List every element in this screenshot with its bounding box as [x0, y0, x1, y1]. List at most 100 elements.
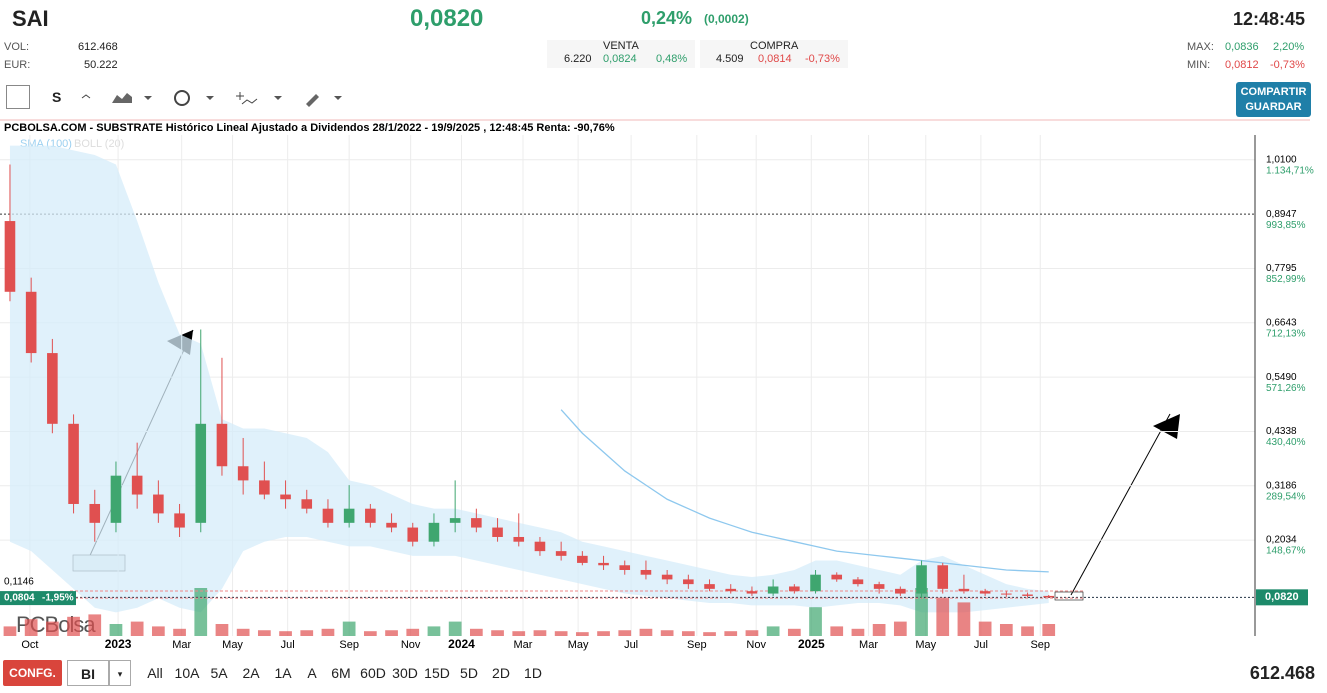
y-tick-label: 0,4338 [1266, 426, 1297, 437]
volume-bar [766, 626, 780, 636]
y-tick-label: 1,0100 [1266, 154, 1297, 165]
candle-body [89, 503, 101, 523]
volume-bar [681, 631, 695, 636]
candle-body [810, 574, 821, 592]
candle-body [195, 423, 207, 523]
candle-body [110, 475, 122, 523]
sidebar-toggle[interactable] [6, 85, 30, 109]
candle-body [47, 353, 58, 424]
range-button[interactable]: 5A [210, 665, 228, 681]
y-tick-return: 148,67% [1266, 546, 1306, 557]
indicator: BOLL (20) [74, 138, 124, 150]
volume-bar [130, 621, 144, 636]
candle-body [916, 565, 927, 594]
volume-bar [406, 628, 420, 636]
volume-bar [872, 624, 886, 636]
volume-bar [491, 630, 504, 636]
candle-body [492, 527, 503, 537]
change-abs: (0,0002) [704, 12, 749, 26]
y-tick-return: 712,13% [1266, 328, 1306, 339]
range-button[interactable]: A [307, 665, 317, 681]
range-button[interactable]: All [147, 665, 163, 681]
label: COMPRA [750, 40, 799, 52]
candle-body [25, 291, 37, 354]
value: 612.468 [78, 41, 118, 53]
mode-select[interactable]: BI [67, 660, 109, 686]
volume-bar [597, 631, 610, 636]
volume-bar [957, 602, 971, 636]
candle-body [513, 536, 525, 542]
volume-bar [703, 632, 716, 636]
volume-bar [915, 588, 928, 636]
candle-body [746, 591, 758, 594]
volume-bar [639, 628, 653, 636]
volume-bar [533, 630, 547, 636]
y-tick-return: 430,40% [1266, 437, 1306, 448]
candle-body [661, 574, 673, 580]
candle-body [640, 569, 652, 575]
volume-bar [660, 630, 674, 636]
x-tick-label: Sep [687, 639, 707, 651]
value: 0,0812 [1225, 59, 1259, 71]
period-select[interactable]: S [52, 89, 62, 105]
y-tick-label: 0,6643 [1266, 317, 1297, 328]
y-tick-label: 0,8947 [1266, 209, 1297, 220]
symbol: SAI [12, 6, 49, 31]
marker-tag [0, 591, 76, 606]
marker-label: 0,1146 [4, 577, 34, 588]
candle-body [4, 221, 16, 292]
range-button[interactable]: 5D [460, 665, 478, 681]
volume-bar [279, 631, 292, 636]
mode-dropdown[interactable]: ▾ [109, 660, 131, 686]
range-button[interactable]: 1D [524, 665, 542, 681]
change-pct: 0,24% [641, 8, 693, 28]
candle-body [534, 541, 546, 552]
candle-body [1001, 593, 1012, 595]
candle-body [471, 518, 482, 528]
candle-body [343, 508, 355, 523]
range-button[interactable]: 30D [392, 665, 418, 681]
sma-line [560, 409, 1049, 573]
candle-body [789, 586, 800, 592]
volume-bar [151, 626, 165, 636]
volume-bar [554, 631, 568, 636]
range-button[interactable]: 1A [274, 665, 292, 681]
x-tick-label: Sep [339, 639, 359, 651]
y-tick-label: 0,7795 [1266, 263, 1297, 274]
volume-bar [999, 624, 1013, 636]
candle-body [937, 565, 949, 589]
range-button[interactable]: 2A [242, 665, 260, 681]
volume-bar [618, 630, 632, 636]
value: 0,0836 [1225, 41, 1259, 53]
candle-body [683, 579, 694, 585]
toolbar-icons[interactable] [78, 86, 348, 110]
volume-bar [936, 597, 950, 636]
y-tick-label: 0,5490 [1266, 372, 1297, 383]
candle-body [131, 475, 143, 495]
volume-bar [236, 628, 250, 636]
range-button[interactable]: 15D [424, 665, 450, 681]
volume-bar [46, 621, 59, 636]
range-button[interactable]: 60D [360, 665, 386, 681]
compra-box [700, 40, 848, 68]
range-button[interactable]: 10A [174, 665, 200, 681]
volume-bar [342, 621, 356, 636]
value: 0,48% [656, 53, 688, 65]
volume-total: 612.468 [1249, 663, 1315, 683]
range-button[interactable]: 2D [492, 665, 510, 681]
volume-bar [851, 628, 865, 636]
marker-label: 0,0804 [4, 593, 35, 604]
y-tick-return: 993,85% [1266, 220, 1306, 231]
volume-bar [809, 607, 822, 636]
share-button[interactable]: COMPARTIR GUARDAR [1236, 82, 1311, 117]
range-button[interactable]: 6M [331, 665, 351, 681]
value: 50.222 [84, 59, 118, 71]
candle-body [725, 588, 737, 592]
candle-body [577, 555, 588, 563]
save-label: GUARDAR [1245, 101, 1302, 113]
x-tick-label: Nov [746, 639, 766, 651]
volume-bar [448, 621, 462, 636]
candle-body [216, 423, 228, 467]
config-button[interactable]: CONFG. [3, 660, 62, 686]
x-tick-label: 2025 [798, 637, 825, 651]
